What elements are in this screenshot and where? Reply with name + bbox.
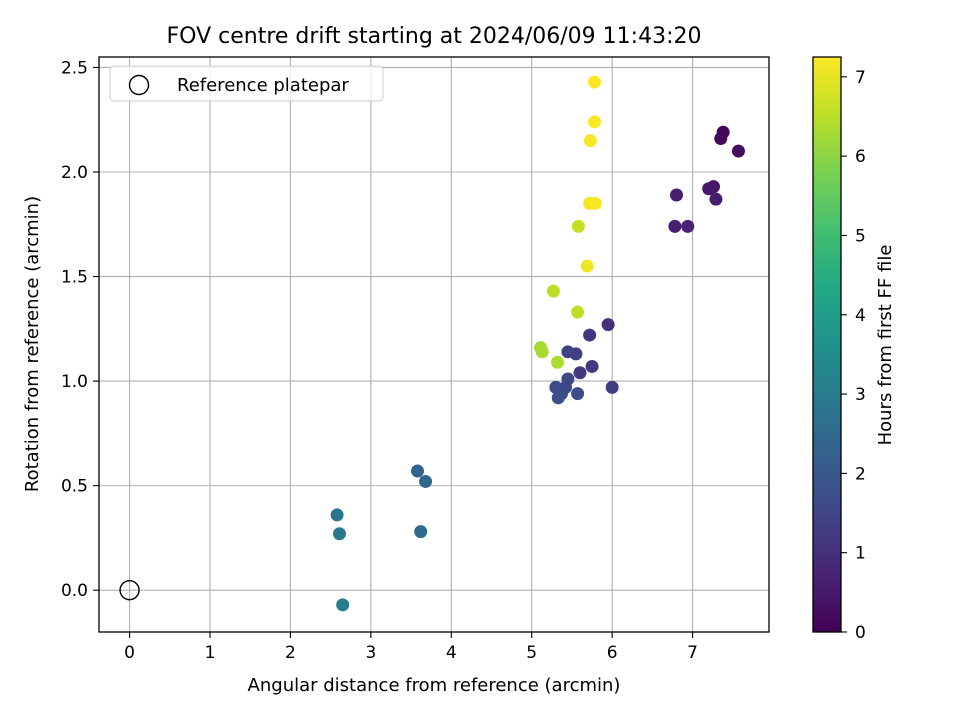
reference-marker-layer (119, 579, 140, 601)
data-point (668, 219, 682, 233)
plot-frame (98, 56, 770, 633)
chart-title: FOV centre drift starting at 2024/06/09 … (167, 24, 702, 49)
data-point (546, 284, 560, 298)
data-point (580, 259, 594, 273)
x-ticks: 0 1 2 3 4 5 6 7 (124, 632, 698, 663)
data-point (571, 219, 585, 233)
x-tick-label: 3 (365, 643, 376, 663)
data-points (330, 75, 745, 612)
x-tick-label: 1 (205, 643, 216, 663)
grid (99, 57, 769, 632)
data-point (605, 380, 619, 394)
data-point (561, 345, 575, 359)
data-point (709, 192, 723, 206)
data-point (332, 527, 346, 541)
legend: Reference platepar (109, 65, 384, 102)
colorbar-label: Hours from first FF file (875, 245, 896, 446)
data-point (571, 305, 585, 319)
colorbar-gradient (812, 56, 842, 633)
data-point (551, 391, 565, 405)
data-point (702, 182, 716, 196)
data-point (330, 508, 344, 522)
data-point (583, 328, 597, 342)
colorbar-tick-label: 6 (855, 147, 866, 167)
colorbar: 0 1 2 3 4 5 6 7 Hours from first FF file (812, 56, 896, 643)
y-tick-label: 2.0 (61, 163, 88, 183)
x-tick-label: 2 (285, 643, 296, 663)
x-tick-label: 0 (124, 643, 135, 663)
data-point (336, 598, 350, 612)
colorbar-tick-label: 0 (855, 623, 866, 643)
y-axis-label: Rotation from reference (arcmin) (22, 196, 43, 492)
data-point (681, 219, 695, 233)
data-point (585, 359, 599, 373)
colorbar-tick-label: 1 (855, 544, 866, 564)
data-point (670, 188, 684, 202)
data-point (583, 134, 597, 148)
y-tick-label: 2.5 (61, 58, 88, 78)
y-tick-label: 0.0 (61, 581, 88, 601)
colorbar-tick-label: 2 (855, 464, 866, 484)
data-point (414, 525, 428, 539)
x-axis-label: Angular distance from reference (arcmin) (248, 675, 621, 696)
data-point (550, 355, 564, 369)
data-point (587, 115, 601, 129)
y-tick-label: 1.5 (61, 268, 88, 288)
colorbar-tick-label: 3 (855, 385, 866, 405)
colorbar-tick-label: 7 (855, 68, 866, 88)
x-tick-label: 4 (446, 643, 457, 663)
colorbar-tick-label: 4 (855, 306, 866, 326)
data-point (714, 132, 728, 146)
colorbar-ticks: 0 1 2 3 4 5 6 7 (841, 68, 866, 643)
data-point (535, 345, 549, 359)
data-point (411, 464, 425, 478)
data-point (573, 366, 587, 380)
data-point (731, 144, 745, 158)
reference-platepar-marker (119, 579, 140, 601)
data-point (588, 196, 602, 210)
data-point (587, 75, 601, 89)
colorbar-tick-label: 5 (855, 226, 866, 246)
legend-entry-label: Reference platepar (177, 75, 349, 96)
legend-reference-marker (128, 74, 150, 96)
y-ticks: 0.0 0.5 1.0 1.5 2.0 2.5 (61, 58, 99, 601)
data-point (601, 318, 615, 332)
x-tick-label: 5 (526, 643, 537, 663)
x-tick-label: 6 (607, 643, 618, 663)
x-tick-label: 7 (687, 643, 698, 663)
data-point (419, 474, 433, 488)
legend-box (109, 65, 384, 102)
data-point (571, 387, 585, 401)
y-tick-label: 0.5 (61, 477, 88, 497)
y-tick-label: 1.0 (61, 372, 88, 392)
